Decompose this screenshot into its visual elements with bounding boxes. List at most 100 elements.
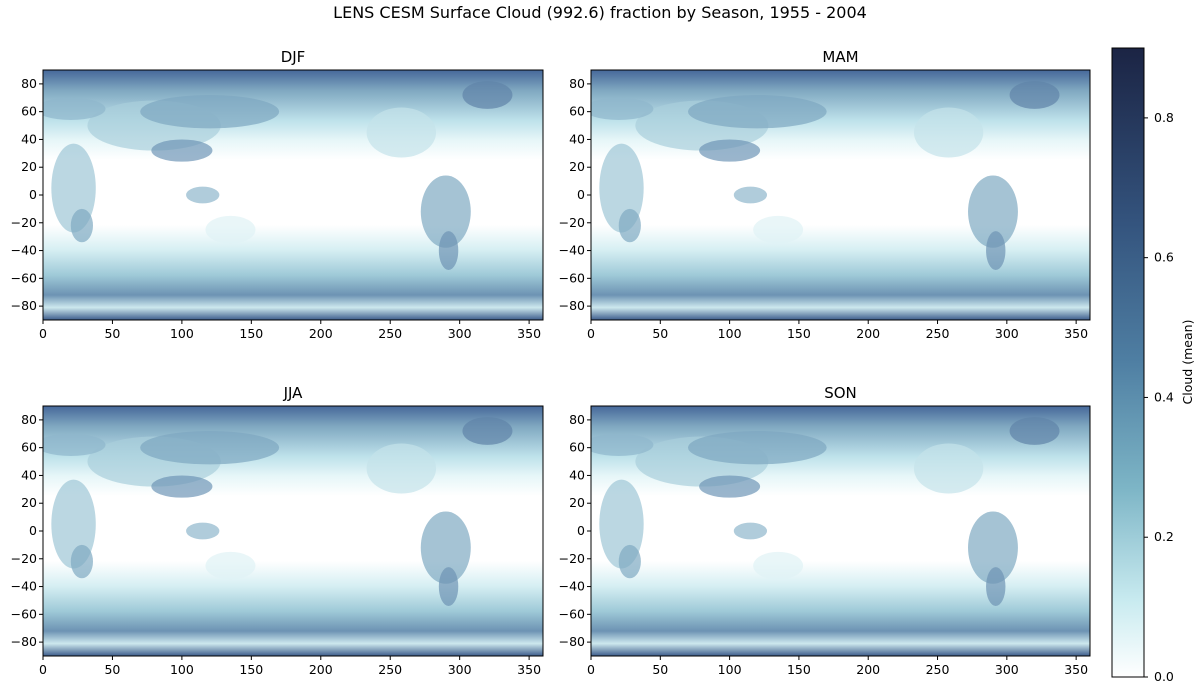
y-tick-label: 0	[577, 523, 585, 538]
land-region	[43, 433, 106, 456]
land-region	[986, 567, 1006, 606]
y-tick-label: −60	[11, 270, 37, 285]
land-region	[913, 443, 984, 494]
x-tick-label: 100	[170, 326, 194, 341]
x-tick-label: 200	[309, 326, 333, 341]
land-region	[986, 231, 1006, 270]
colorbar: 0.0 0.2 0.4 0.6 0.8 Cloud (mean)	[1111, 47, 1195, 684]
y-tick-label: −80	[559, 634, 585, 649]
y-tick-label: −60	[559, 606, 585, 621]
x-tick-label: 300	[448, 326, 472, 341]
y-tick-label: 60	[21, 440, 37, 455]
land-region	[591, 97, 654, 120]
land-region	[733, 186, 768, 204]
y-tick-label: −40	[559, 243, 585, 258]
x-tick-label: 50	[104, 326, 120, 341]
land-region	[462, 417, 513, 445]
cloud-field	[43, 70, 543, 320]
land-region	[913, 107, 984, 158]
land-region	[688, 431, 827, 465]
land-region	[151, 475, 213, 498]
land-region	[618, 208, 641, 243]
x-tick-label: 150	[787, 326, 811, 341]
y-tick-label: −40	[11, 243, 37, 258]
x-tick-label: 100	[718, 326, 742, 341]
x-tick-label: 350	[517, 662, 541, 677]
x-tick-label: 50	[104, 662, 120, 677]
y-tick-label: 0	[577, 187, 585, 202]
panel-title: SON	[824, 384, 857, 402]
land-region	[733, 522, 768, 540]
colorbar-tick-label: 0.8	[1154, 110, 1174, 125]
land-region	[699, 475, 761, 498]
y-tick-label: 20	[21, 159, 37, 174]
y-tick-label: 40	[569, 467, 585, 482]
y-tick-label: −60	[559, 270, 585, 285]
land-region	[968, 175, 1018, 248]
colorbar-gradient	[1111, 47, 1145, 678]
x-tick-label: 250	[926, 662, 950, 677]
y-tick-label: −20	[559, 215, 585, 230]
colorbar-tick-label: 0.4	[1154, 389, 1174, 404]
land-region	[205, 551, 256, 580]
land-region	[205, 215, 256, 244]
x-tick-label: 0	[39, 326, 47, 341]
y-tick-label: −60	[11, 606, 37, 621]
y-tick-label: −40	[559, 579, 585, 594]
x-tick-label: 0	[587, 326, 595, 341]
cloud-field	[591, 406, 1090, 656]
colorbar-tick-label: 0.6	[1154, 250, 1174, 265]
figure-title: LENS CESM Surface Cloud (992.6) fraction…	[333, 3, 867, 22]
x-tick-label: 50	[652, 662, 668, 677]
land-region	[688, 95, 827, 129]
x-tick-label: 350	[1064, 662, 1088, 677]
x-tick-label: 150	[787, 662, 811, 677]
land-region	[70, 544, 93, 579]
y-tick-label: 80	[569, 76, 585, 91]
y-tick-label: 40	[21, 467, 37, 482]
x-tick-label: 0	[587, 662, 595, 677]
y-tick-label: −80	[559, 298, 585, 313]
y-tick-label: −20	[11, 551, 37, 566]
cloud-field	[43, 406, 543, 656]
panel-title: DJF	[281, 48, 306, 66]
y-tick-label: −20	[559, 551, 585, 566]
x-tick-label: 50	[652, 326, 668, 341]
x-tick-label: 250	[926, 326, 950, 341]
y-tick-label: 80	[21, 412, 37, 427]
x-tick-label: 300	[448, 662, 472, 677]
panel-title: JJA	[283, 384, 304, 402]
y-tick-label: −40	[11, 579, 37, 594]
y-tick-label: 0	[29, 187, 37, 202]
y-tick-label: 20	[21, 495, 37, 510]
y-tick-label: −20	[11, 215, 37, 230]
colorbar-tick-label: 0.0	[1154, 669, 1174, 684]
land-region	[420, 511, 471, 584]
land-region	[70, 208, 93, 243]
y-tick-label: 0	[29, 523, 37, 538]
x-tick-label: 350	[517, 326, 541, 341]
y-tick-label: −80	[11, 298, 37, 313]
x-tick-label: 150	[239, 662, 263, 677]
y-tick-label: −80	[11, 634, 37, 649]
colorbar-tick-label: 0.2	[1154, 529, 1174, 544]
land-region	[438, 231, 459, 270]
x-tick-label: 0	[39, 662, 47, 677]
land-region	[140, 95, 280, 129]
land-region	[43, 97, 106, 120]
land-region	[438, 567, 459, 606]
x-tick-label: 300	[995, 326, 1019, 341]
x-tick-label: 300	[995, 662, 1019, 677]
x-tick-label: 250	[378, 662, 402, 677]
land-region	[753, 551, 804, 580]
land-region	[366, 443, 437, 494]
x-tick-label: 200	[309, 662, 333, 677]
land-region	[591, 433, 654, 456]
x-tick-label: 350	[1064, 326, 1088, 341]
colorbar-ticks: 0.0 0.2 0.4 0.6 0.8	[1144, 110, 1174, 684]
colorbar-label: Cloud (mean)	[1180, 320, 1195, 405]
